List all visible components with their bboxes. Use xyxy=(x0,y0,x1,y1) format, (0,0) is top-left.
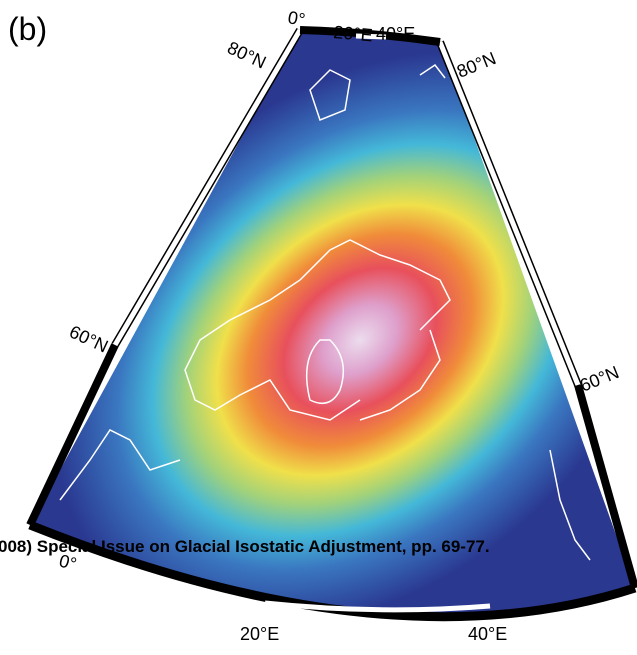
graticule-label: 20°E xyxy=(333,22,374,45)
graticule-label: 40°E xyxy=(376,24,415,44)
graticule-label: 80°N xyxy=(224,37,269,72)
graticule-label: 60°N xyxy=(66,321,111,356)
graticule-label: 0° xyxy=(286,7,306,30)
graticule-label: 20°E xyxy=(240,624,279,644)
graticule-label: 80°N xyxy=(454,48,499,82)
graticule-label: 40°E xyxy=(468,624,507,644)
uplift-field xyxy=(30,30,635,617)
map: (b) 0° 20°E 40°E 80°N 80°N 60°N 60°N 0° … xyxy=(0,0,637,655)
panel-label: (b) xyxy=(8,11,47,47)
overlay-text: 008) Special Issue on Glacial Isostatic … xyxy=(0,537,490,556)
graticule-label: 60°N xyxy=(577,362,622,396)
